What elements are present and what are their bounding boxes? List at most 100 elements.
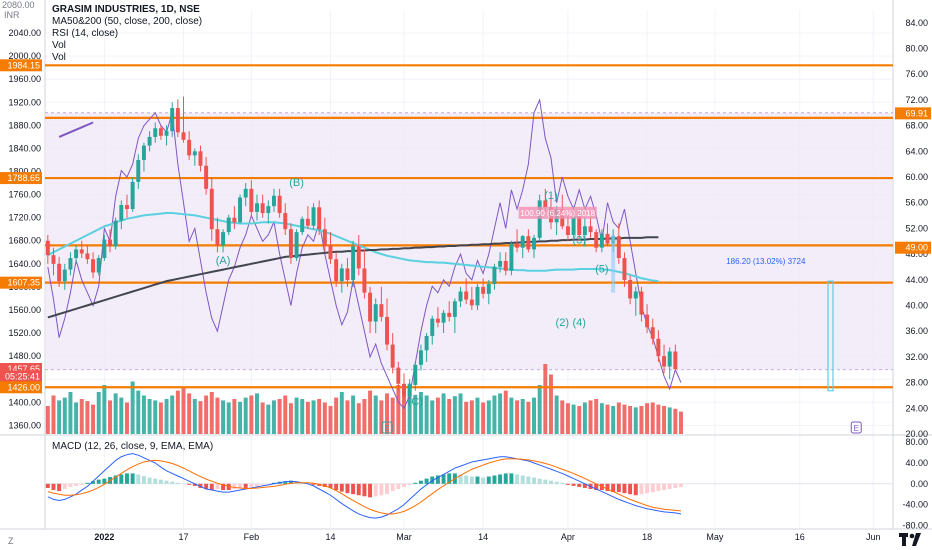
volume-bar [560,400,565,434]
legend-rsi[interactable]: RSI (14, close) [52,28,119,39]
candle-body [458,291,463,302]
macd-histogram-bar [238,483,243,488]
macd-histogram-bar [153,478,158,484]
candle-body [271,195,276,207]
price-label-box [0,381,42,394]
price-label: 1426.00 [7,382,40,392]
timezone-button[interactable]: Z [8,536,14,546]
macd-histogram-bar [633,483,638,496]
volume-bar [515,400,520,434]
price-tick: 1920.00 [8,97,41,107]
volume-bar [673,408,678,434]
macd-tick: -80.00 [902,520,928,530]
volume-bar [430,400,435,434]
candle-body [215,229,220,246]
axis-corner-top: 2080.00 [2,0,35,10]
volume-bar [288,403,293,434]
volume-bar [458,393,463,434]
rsi-tick: 68.00 [905,121,928,131]
macd-histogram-bar [486,476,491,484]
candle-body [667,351,672,367]
wave-label: (2) [556,317,569,329]
macd-histogram-bar [447,473,452,484]
price-label-box [0,172,42,185]
measure-up-label: 100.90 (6.24%) 2018 [520,209,595,218]
measure-up-bar [611,234,616,293]
candle-body [96,258,101,273]
tradingview-logo-icon[interactable] [898,531,924,547]
macd-tick: 0.00 [910,479,928,489]
candle-body [571,216,576,235]
time-tick: Apr [561,532,575,542]
volume-bar [204,395,209,434]
macd-histogram-bar [232,483,237,489]
rsi-tick: 56.00 [905,198,928,208]
indicator-legend: GRASIM INDUSTRIES, 1D, NSE MA50&200 (50,… [52,4,202,64]
candle-body [79,249,84,254]
macd-histogram-bar [192,483,197,486]
volume-bar [469,400,474,434]
volume-bar [526,401,531,434]
rsi-tick: 28.00 [905,378,928,388]
legend-vol-2[interactable]: Vol [52,52,66,63]
macd-histogram-bar [679,483,683,487]
candle-body [356,246,361,269]
candle-body [204,165,209,189]
candle-body [588,226,593,233]
rsi-tick: 48.00 [905,249,928,259]
candle-body [532,237,536,250]
macd-legend[interactable]: MACD (12, 26, close, 9, EMA, EMA) [52,441,214,452]
rsi-tick: 24.00 [905,403,928,413]
volume-bar [464,401,469,434]
macd-histogram-bar [322,483,327,487]
volume-bar [492,395,497,434]
candle-body [379,304,384,317]
macd-histogram-bar [119,474,124,484]
macd-histogram-bar [458,474,463,484]
macd-signal-line [47,458,682,515]
volume-bar [588,400,593,434]
legend-vol-1[interactable]: Vol [52,40,66,51]
event-mark: E [384,424,389,433]
candle-body [656,338,661,357]
volume-bar [594,399,599,434]
volume-bar [520,399,525,434]
candle-body [226,217,231,233]
volume-bar [158,402,163,434]
macd-histogram-bar [62,483,67,489]
volume-bar [113,393,118,434]
candle-body [322,229,327,246]
volume-bar [628,406,633,434]
price-tick: 1560.00 [8,305,41,315]
macd-histogram-bar [102,478,107,484]
volume-bar [565,403,570,434]
volume-bar [147,399,152,434]
macd-histogram-bar [577,483,582,487]
macd-histogram-bar [571,483,576,486]
macd-histogram-bar [271,482,276,484]
macd-histogram-bar [334,483,339,491]
macd-histogram-bar [260,483,265,485]
macd-histogram-bar [221,483,226,491]
macd-histogram-bar [96,479,101,484]
candle-body [232,217,237,223]
volume-bar [407,383,412,434]
price-label: 1607.35 [7,278,40,288]
price-tick: 1880.00 [8,120,41,130]
volume-bar [249,395,254,434]
candle-body [407,384,412,397]
price-label: 1457.65 [7,364,40,374]
legend-ma[interactable]: MA50&200 (50, close, 200, close) [52,16,203,27]
volume-bar [255,393,259,434]
macd-histogram-bar [147,477,152,484]
price-label-box [0,370,42,383]
macd-histogram-bar [379,483,384,496]
volume-bar [368,390,373,434]
volume-bar [108,400,112,434]
rsi-label: 69.91 [905,108,928,118]
candle-body [113,220,118,247]
rsi-label-box [895,107,931,120]
volume-bar [413,394,418,434]
